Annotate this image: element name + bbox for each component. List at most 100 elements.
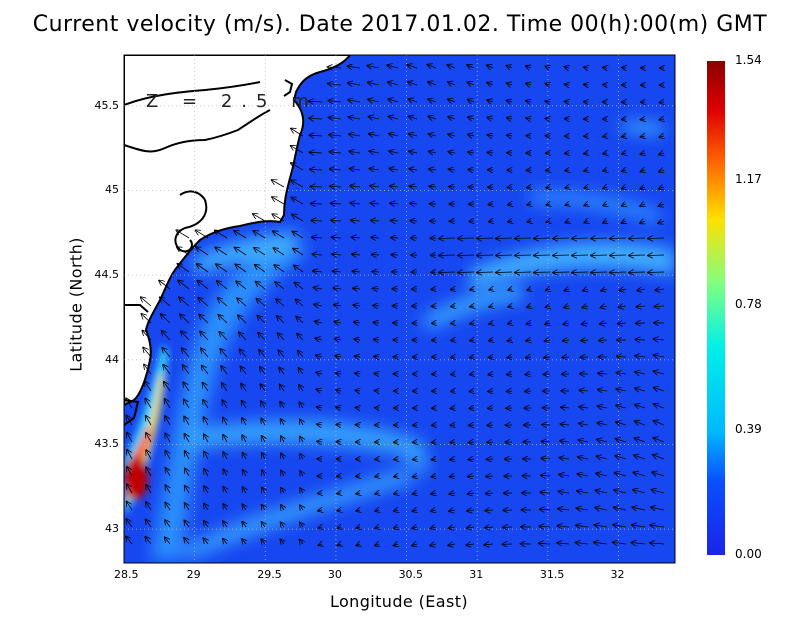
velocity-arrow [127, 467, 133, 477]
velocity-arrow [591, 255, 608, 256]
velocity-arrow [565, 204, 569, 205]
velocity-arrow [539, 543, 551, 544]
velocity-arrow [309, 118, 323, 119]
coastline-inner [124, 81, 271, 253]
velocity-arrow [584, 84, 588, 85]
velocity-arrow [291, 180, 304, 188]
velocity-arrow [389, 134, 399, 136]
velocity-arrow [613, 525, 627, 527]
velocity-arrow [310, 187, 323, 188]
y-axis-label: Latitude (North) [66, 237, 86, 372]
velocity-arrow [603, 67, 607, 68]
velocity-arrow [653, 455, 665, 460]
velocity-arrow [542, 441, 551, 442]
velocity-arrow [166, 468, 171, 477]
velocity-arrow [329, 118, 342, 120]
velocity-arrow [242, 418, 246, 426]
velocity-arrow [565, 187, 569, 188]
velocity-arrow [281, 505, 284, 510]
velocity-arrow [375, 510, 379, 511]
velocity-arrow [564, 306, 569, 308]
velocity-arrow [262, 470, 265, 477]
velocity-arrow [430, 544, 437, 546]
velocity-arrow [349, 151, 361, 153]
velocity-arrow [184, 521, 189, 528]
velocity-arrow [146, 416, 152, 426]
velocity-arrow [356, 527, 360, 528]
velocity-arrow [334, 322, 342, 323]
velocity-arrow [243, 470, 246, 477]
velocity-arrow [648, 255, 665, 256]
velocity-arrow [394, 476, 398, 477]
velocity-arrow [635, 340, 646, 341]
velocity-arrow [316, 355, 323, 357]
velocity-arrow [659, 187, 664, 189]
velocity-arrow [333, 271, 342, 272]
velocity-arrow [432, 442, 436, 443]
velocity-arrow [615, 456, 627, 459]
velocity-arrow [468, 493, 475, 494]
velocity-arrow [527, 187, 531, 188]
colorbar-label: 0.78 [735, 296, 762, 311]
velocity-arrow [202, 383, 209, 392]
velocity-arrow [374, 357, 379, 358]
velocity-arrow [603, 136, 607, 137]
velocity-arrow [546, 119, 550, 120]
velocity-arrow [328, 67, 342, 68]
velocity-arrow [165, 520, 170, 528]
velocity-arrow [388, 99, 399, 102]
velocity-arrow [468, 170, 475, 171]
velocity-arrow [312, 254, 323, 255]
velocity-arrow [185, 451, 189, 460]
velocity-arrow [375, 527, 379, 528]
velocity-arrow [566, 221, 570, 222]
velocity-arrow [582, 323, 589, 324]
velocity-arrow [558, 526, 570, 527]
velocity-arrow [409, 134, 418, 136]
velocity-arrow [508, 306, 512, 307]
velocity-arrow [508, 323, 512, 324]
velocity-arrow [164, 382, 171, 392]
velocity-arrow [489, 204, 494, 205]
velocity-arrow [294, 266, 304, 273]
velocity-arrow [215, 231, 228, 239]
velocity-arrow [431, 510, 436, 511]
velocity-arrow [223, 469, 227, 477]
velocity-arrow [557, 543, 570, 544]
velocity-arrow [615, 473, 627, 476]
velocity-arrow [349, 134, 361, 136]
velocity-arrow [603, 170, 607, 171]
velocity-arrow [388, 82, 399, 85]
depth-label: Z = 2.5 m [146, 91, 318, 112]
y-tick-label: 44 [105, 352, 119, 366]
velocity-arrow [408, 99, 418, 102]
velocity-arrow [254, 248, 266, 256]
velocity-arrow [654, 371, 665, 374]
velocity-arrow [413, 493, 417, 494]
velocity-arrow [371, 237, 380, 238]
velocity-arrow [184, 417, 190, 426]
velocity-arrow [223, 487, 227, 494]
velocity-arrow [591, 272, 608, 273]
velocity-arrow [242, 504, 246, 510]
velocity-arrow [489, 323, 493, 324]
velocity-arrow [292, 215, 304, 222]
velocity-arrow [261, 419, 265, 426]
velocity-arrow [336, 407, 341, 408]
velocity-arrow [577, 491, 589, 493]
velocity-arrow [648, 272, 665, 273]
velocity-arrow [617, 373, 627, 374]
velocity-arrow [632, 525, 646, 527]
velocity-arrow [217, 281, 228, 290]
velocity-arrow [204, 504, 208, 511]
velocity-arrow [560, 458, 570, 459]
velocity-arrow [563, 340, 570, 341]
velocity-arrow [507, 118, 512, 119]
velocity-arrow [468, 117, 475, 119]
velocity-arrow [178, 264, 190, 273]
velocity-arrow [508, 289, 512, 290]
velocity-arrow [261, 401, 265, 409]
velocity-arrow [515, 272, 532, 273]
velocity-arrow [659, 136, 664, 137]
